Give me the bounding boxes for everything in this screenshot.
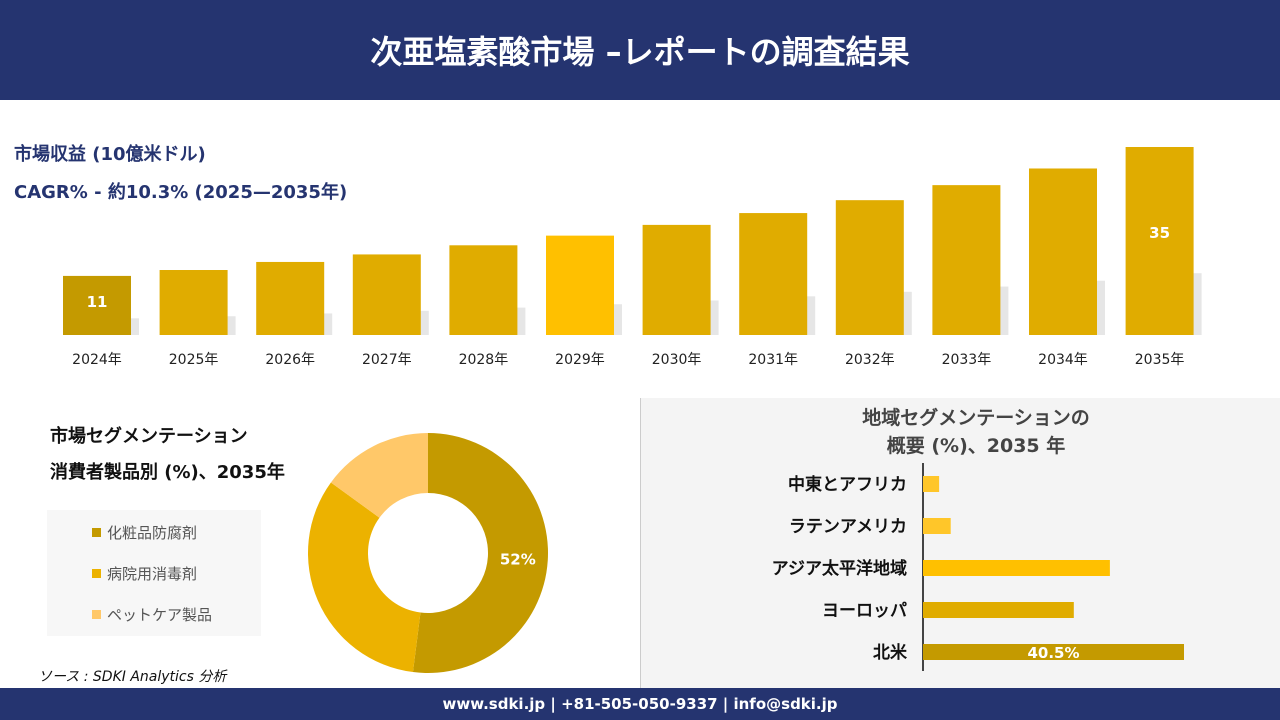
data-label: 40.5%: [1027, 644, 1079, 662]
x-tick-label: 2026年: [265, 352, 315, 368]
region-label: ラテンアメリカ: [789, 517, 907, 537]
revenue-bar: [1029, 168, 1097, 335]
region-label: ヨーロッパ: [822, 601, 907, 621]
revenue-title: 市場収益 (10億米ドル): [14, 144, 206, 165]
revenue-bar: [1125, 147, 1194, 335]
region-label: 北米: [873, 642, 908, 663]
legend-item: 病院用消毒剤: [92, 563, 197, 584]
region-bar: [923, 560, 1110, 576]
revenue-bar: [449, 245, 518, 335]
region-title: 地域セグメンテーションの 概要 (%)、2035 年: [862, 407, 1090, 457]
region-label: 中東とアフリカ: [788, 474, 907, 495]
revenue-bar: [546, 235, 614, 335]
donut-slice: [308, 482, 421, 673]
revenue-bar: [256, 261, 325, 335]
revenue-bar: [63, 275, 131, 335]
footer: www.sdki.jp | +81-505-050-9337 | info@sd…: [0, 688, 1280, 720]
donut-legend: 化粧品防腐剤 病院用消毒剤 ペットケア製品: [47, 510, 261, 636]
region-bar: [923, 518, 951, 534]
page-title: 次亜塩素酸市場 –レポートの調査結果: [370, 33, 910, 71]
x-tick-label: 2024年: [72, 352, 122, 368]
x-tick-label: 2031年: [748, 352, 798, 368]
donut-slice: [330, 433, 428, 518]
header: 次亜塩素酸市場 –レポートの調査結果: [0, 0, 1280, 100]
legend-item: ペットケア製品: [92, 604, 212, 625]
x-tick-label: 2028年: [459, 352, 509, 368]
revenue-bars: 2024年 11 2025年 2026年 2027年 2028年 2029年 2030年 203…: [63, 147, 1202, 368]
slice-label: 52%: [500, 551, 536, 569]
x-tick-label: 2027年: [362, 352, 412, 368]
legend-swatch: [92, 569, 101, 578]
region-label: アジア太平洋地域: [772, 558, 907, 579]
source-note: ソース : SDKI Analytics 分析: [38, 669, 227, 685]
donut-chart: 52%: [308, 433, 548, 673]
legend-swatch: [92, 610, 101, 619]
x-tick-label: 2025年: [169, 352, 219, 368]
region-bar: [923, 602, 1074, 618]
x-tick-label: 2030年: [652, 352, 702, 368]
revenue-bar: [835, 200, 904, 335]
region-bar: [923, 644, 1184, 660]
data-label: 35: [1149, 224, 1170, 242]
revenue-chart: 市場収益 (10億米ドル) CAGR% - 約10.3% (2025—2035年…: [0, 100, 1280, 398]
x-tick-label: 2029年: [555, 352, 605, 368]
cagr-subtitle: CAGR% - 約10.3% (2025—2035年): [14, 182, 348, 203]
donut-slice: [412, 433, 548, 673]
data-label: 11: [87, 293, 108, 311]
legend-swatch: [92, 528, 101, 537]
x-tick-label: 2034年: [1038, 352, 1088, 368]
x-tick-label: 2035年: [1135, 352, 1185, 368]
consumer-segment-panel: 市場セグメンテーション 消費者製品別 (%)、2035年 化粧品防腐剤 病院用消…: [0, 398, 640, 688]
segment-subtitle: 消費者製品別 (%)、2035年: [50, 462, 285, 483]
revenue-bar: [352, 254, 421, 335]
revenue-bar: [159, 270, 228, 335]
x-tick-label: 2033年: [942, 352, 992, 368]
region-bar: [923, 476, 940, 492]
legend-item: 化粧品防腐剤: [92, 522, 197, 543]
segment-title: 市場セグメンテーション: [50, 426, 248, 447]
revenue-bar: [642, 224, 711, 335]
x-tick-label: 2032年: [845, 352, 895, 368]
region-segment-panel: 地域セグメンテーションの 概要 (%)、2035 年 中東とアフリカ ラテンアメリカ…: [640, 398, 1280, 688]
revenue-bar: [932, 185, 1001, 335]
revenue-bar: [739, 213, 808, 335]
